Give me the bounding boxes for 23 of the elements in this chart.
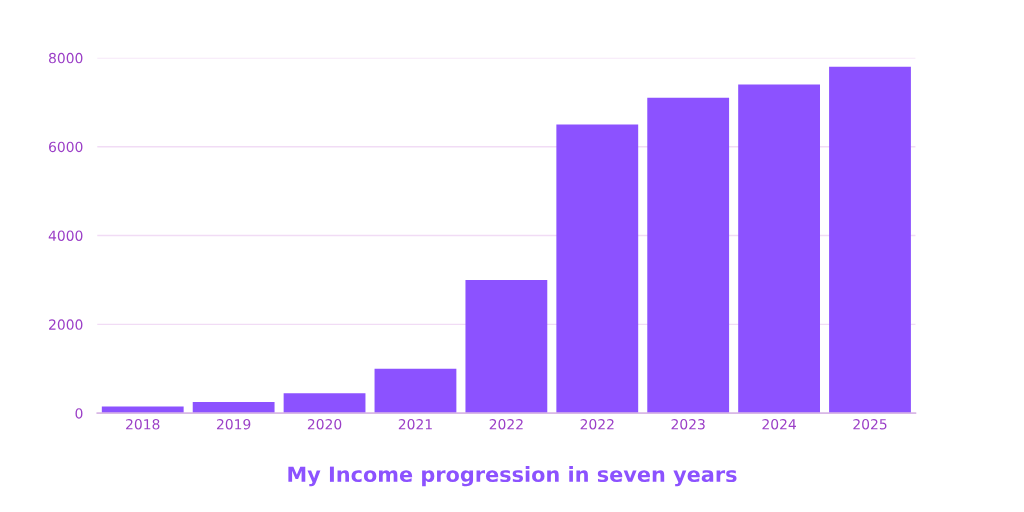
y-tick-label: 4000 bbox=[48, 230, 83, 241]
y-tick-label: 6000 bbox=[49, 141, 83, 153]
bar bbox=[738, 84, 820, 414]
bar bbox=[374, 368, 457, 414]
x-tick-label: 2023 bbox=[671, 418, 705, 430]
bar bbox=[192, 402, 275, 414]
y-tick-label: 0 bbox=[75, 408, 83, 419]
x-tick-label: 2020 bbox=[307, 418, 342, 430]
y-tick-label: 2000 bbox=[49, 319, 83, 330]
x-tick-label: 2024 bbox=[762, 418, 796, 430]
x-tick-label: 2018 bbox=[126, 418, 160, 430]
x-tick-label: 2021 bbox=[398, 418, 432, 430]
x-tick-label: 2025 bbox=[853, 418, 887, 430]
bar bbox=[829, 66, 911, 414]
y-tick-label: 8000 bbox=[48, 52, 83, 64]
x-tick-label: 2019 bbox=[216, 418, 251, 430]
bar bbox=[647, 97, 730, 414]
x-tick-label: 2022 bbox=[489, 418, 523, 430]
bar bbox=[283, 393, 366, 414]
bar bbox=[465, 279, 548, 414]
bar bbox=[556, 124, 639, 414]
x-tick-label: 2022 bbox=[580, 418, 614, 430]
text: My Income progression in seven years bbox=[288, 466, 737, 487]
